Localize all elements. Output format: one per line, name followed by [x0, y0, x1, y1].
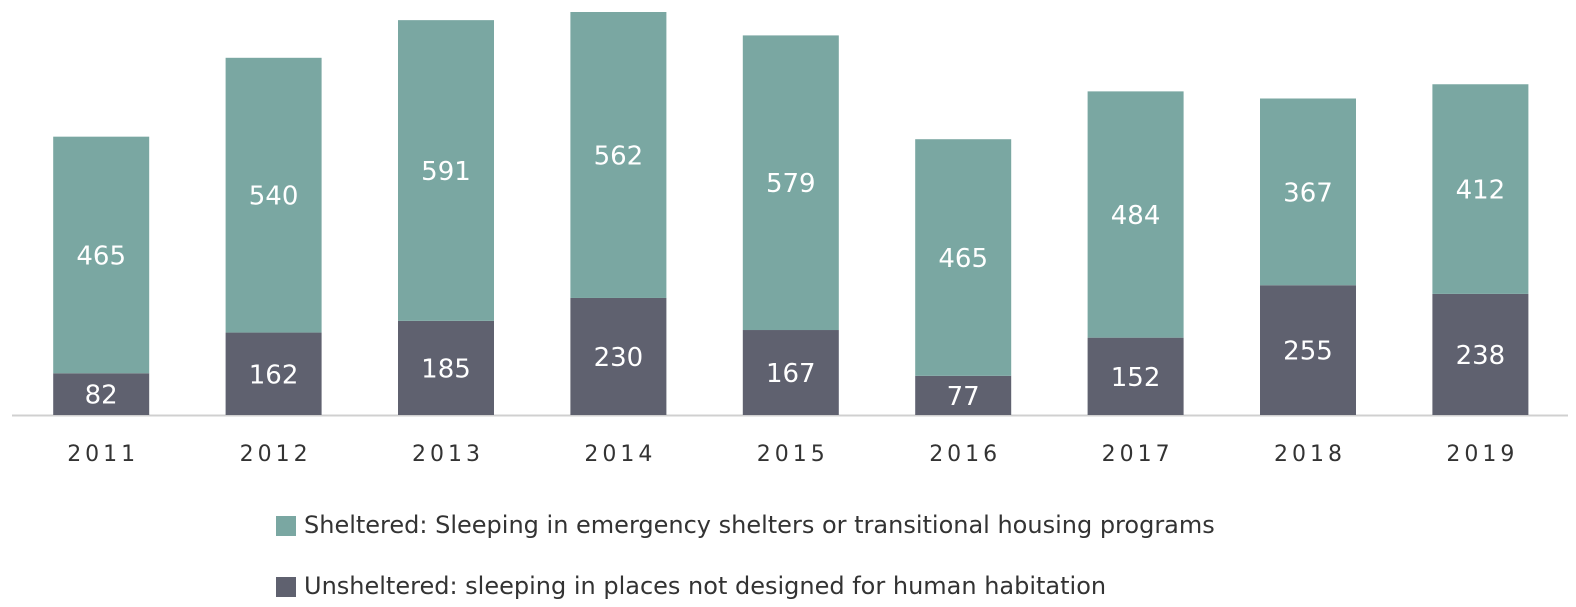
data-label: 230 [594, 343, 644, 373]
bar-segment [1087, 91, 1184, 338]
bar-segment [742, 35, 839, 331]
data-label: 255 [1283, 337, 1333, 367]
x-tick-label: 2018 [1274, 442, 1346, 467]
bar-segment [915, 375, 1012, 415]
data-label: 579 [766, 169, 816, 199]
bar-segment [53, 373, 150, 415]
bar-segment [570, 12, 667, 298]
data-label: 484 [1111, 201, 1161, 231]
legend-swatch [276, 516, 296, 536]
legend-swatch [276, 577, 296, 597]
data-label: 152 [1111, 363, 1161, 393]
x-tick-label: 2019 [1446, 442, 1518, 467]
bar-segment [570, 297, 667, 415]
bar-segment [1260, 285, 1356, 415]
data-label: 367 [1283, 178, 1333, 208]
data-label: 238 [1456, 341, 1506, 371]
data-label: 591 [421, 157, 471, 187]
legend-label: Sheltered: Sleeping in emergency shelter… [304, 511, 1215, 539]
x-tick-label: 2014 [584, 442, 656, 467]
x-tick-label: 2013 [412, 442, 484, 467]
bar-segment [53, 136, 150, 374]
data-label: 162 [249, 360, 299, 390]
bar-segment [1432, 84, 1529, 294]
data-label: 167 [766, 359, 816, 389]
data-label: 77 [947, 382, 980, 412]
bar-segment [742, 330, 839, 415]
data-label: 82 [85, 381, 118, 411]
data-label: 465 [76, 241, 126, 271]
bar-segment [225, 57, 322, 333]
x-tick-label: 2015 [757, 442, 829, 467]
data-label: 185 [421, 354, 471, 384]
data-label: 465 [938, 244, 988, 274]
x-tick-label: 2016 [929, 442, 1001, 467]
bar-segment [398, 320, 494, 415]
bar-segment [398, 20, 494, 321]
bar-segment [1087, 337, 1184, 415]
data-label: 412 [1456, 176, 1506, 206]
bar-segment [915, 139, 1012, 376]
bar-segment [1432, 293, 1529, 415]
legend-label: Unsheltered: sleeping in places not desi… [304, 572, 1106, 600]
data-label: 562 [594, 141, 644, 171]
x-tick-label: 2017 [1102, 442, 1174, 467]
data-label: 540 [249, 182, 299, 212]
x-tick-label: 2011 [67, 442, 139, 467]
bar-segment [225, 332, 322, 415]
bar-segment [1260, 98, 1356, 286]
x-tick-label: 2012 [240, 442, 312, 467]
